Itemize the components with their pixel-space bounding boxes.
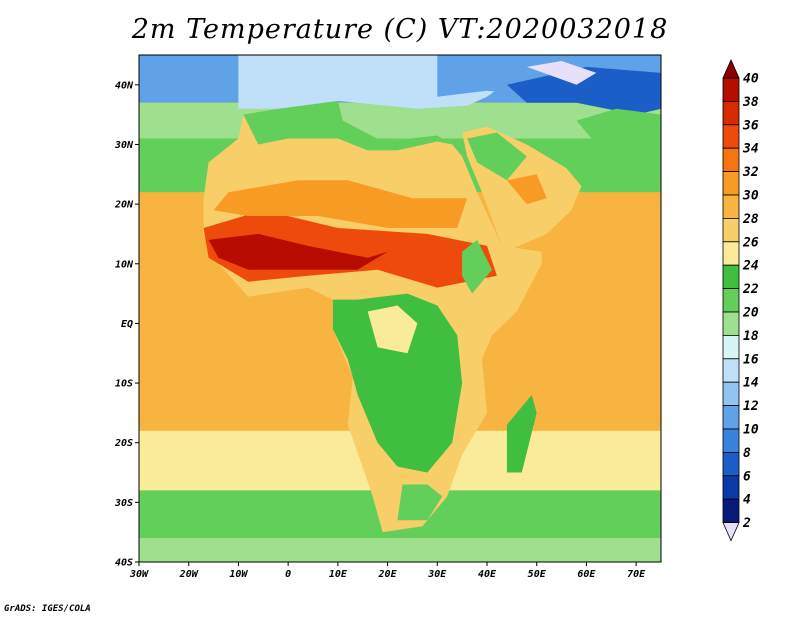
map-border [138, 54, 662, 563]
colorbar-swatch [722, 77, 740, 102]
lat-tick-label: 10S [115, 379, 133, 390]
lon-tick-label: 40E [478, 569, 497, 580]
colorbar-swatch [722, 194, 740, 219]
lon-tick-label: 20E [378, 569, 398, 580]
colorbar-swatch [722, 451, 740, 477]
lon-tick-label: 30W [129, 569, 149, 580]
colorbar-swatch [722, 288, 740, 313]
colorbar-label: 8 [743, 446, 751, 461]
sahel-very-hot-core [208, 233, 388, 270]
arabia-warm-core [506, 174, 547, 205]
figure-title: 2m Temperature (C) VT:2020032018 [131, 14, 669, 45]
colorbar-swatch [722, 264, 740, 290]
lon-tick-label: 10E [329, 569, 348, 580]
lon-tick-label: 10W [229, 569, 248, 580]
ocean-band-north-mild [139, 102, 661, 139]
colorbar-label: 4 [743, 493, 751, 508]
colorbar-swatch [722, 124, 740, 149]
colorbar-bottom-arrow [722, 522, 740, 542]
credit-label: GrADS: IGES/COLA [4, 604, 91, 614]
lon-tick-label: 30E [427, 569, 447, 580]
colorbar-swatch [722, 147, 740, 172]
colorbar-label: 18 [743, 329, 759, 344]
colorbar-label: 26 [742, 235, 759, 250]
lon-tick-label: 20W [179, 569, 199, 580]
colorbar-swatch [722, 171, 740, 196]
sahara-warm-zone [213, 180, 468, 228]
persian-plateau [576, 108, 661, 163]
colorbar-label: 38 [742, 95, 759, 110]
axis-ticks: 30W 20W 10W 0 10E 20E 30E 40E 50E 60E 70E 40N 30N 20N… [114, 80, 646, 580]
colorbar-label: 28 [742, 212, 759, 227]
south-africa-green [397, 484, 443, 521]
colorbar-label: 12 [743, 399, 759, 414]
colorbar-swatch [722, 311, 740, 336]
north-africa-coast [243, 100, 453, 151]
colorbar-label: 22 [742, 282, 759, 297]
colorbar-label: 24 [742, 259, 759, 274]
levant-cool [467, 132, 527, 181]
central-africa-green [332, 293, 463, 473]
lon-tick-label: 50E [528, 569, 547, 580]
lat-tick-label: EQ [121, 319, 133, 330]
lat-tick-label: 20S [114, 438, 133, 449]
colorbar-label: 14 [743, 376, 759, 391]
colorbar-label: 10 [743, 423, 759, 438]
lat-tick-label: 10N [115, 259, 134, 270]
colorbar-swatch [722, 241, 740, 266]
congo-mild-patch [367, 305, 418, 354]
ocean-band-south-cold [139, 538, 661, 562]
colorbar-swatch [722, 101, 740, 126]
lon-tick-label: 60E [577, 569, 596, 580]
iran-highlands [506, 66, 661, 115]
colorbar-label: 6 [743, 469, 751, 484]
colorbar-top-arrow [722, 59, 740, 79]
colorbar-label: 16 [743, 352, 759, 367]
ethiopia-highlands [462, 239, 492, 294]
colorbar-swatch [722, 217, 740, 243]
colorbar-label: 32 [742, 165, 759, 180]
colorbar-label: 20 [742, 306, 759, 321]
central-asia-cold [526, 61, 597, 85]
lat-tick-label: 20N [114, 200, 134, 211]
colorbar-label: 2 [742, 516, 751, 531]
lat-tick-label: 40N [115, 80, 134, 91]
colorbar: 40 38 36 34 32 30 28 26 24 22 20 18 16 14 12 10 8 6 4 2 [722, 59, 759, 542]
lat-tick-label: 40S [115, 558, 133, 569]
madagascar-land [506, 395, 537, 473]
colorbar-swatch [722, 428, 740, 453]
colorbar-swatch [722, 405, 740, 430]
colorbar-label: 40 [743, 72, 759, 87]
map-frame [138, 54, 662, 563]
lon-tick-label: 70E [627, 569, 646, 580]
colorbar-swatch [722, 498, 740, 524]
lon-tick-label: 0 [285, 569, 291, 580]
colorbar-label: 30 [742, 189, 759, 204]
lat-tick-label: 30N [114, 140, 134, 151]
temperature-field [139, 55, 661, 562]
colorbar-label: 36 [742, 118, 759, 133]
colorbar-swatch [722, 475, 740, 500]
colorbar-swatch [722, 334, 740, 360]
colorbar-swatch [722, 381, 740, 407]
colorbar-label: 34 [742, 142, 759, 157]
lat-tick-label: 30S [114, 498, 133, 509]
colorbar-swatch [722, 358, 740, 383]
